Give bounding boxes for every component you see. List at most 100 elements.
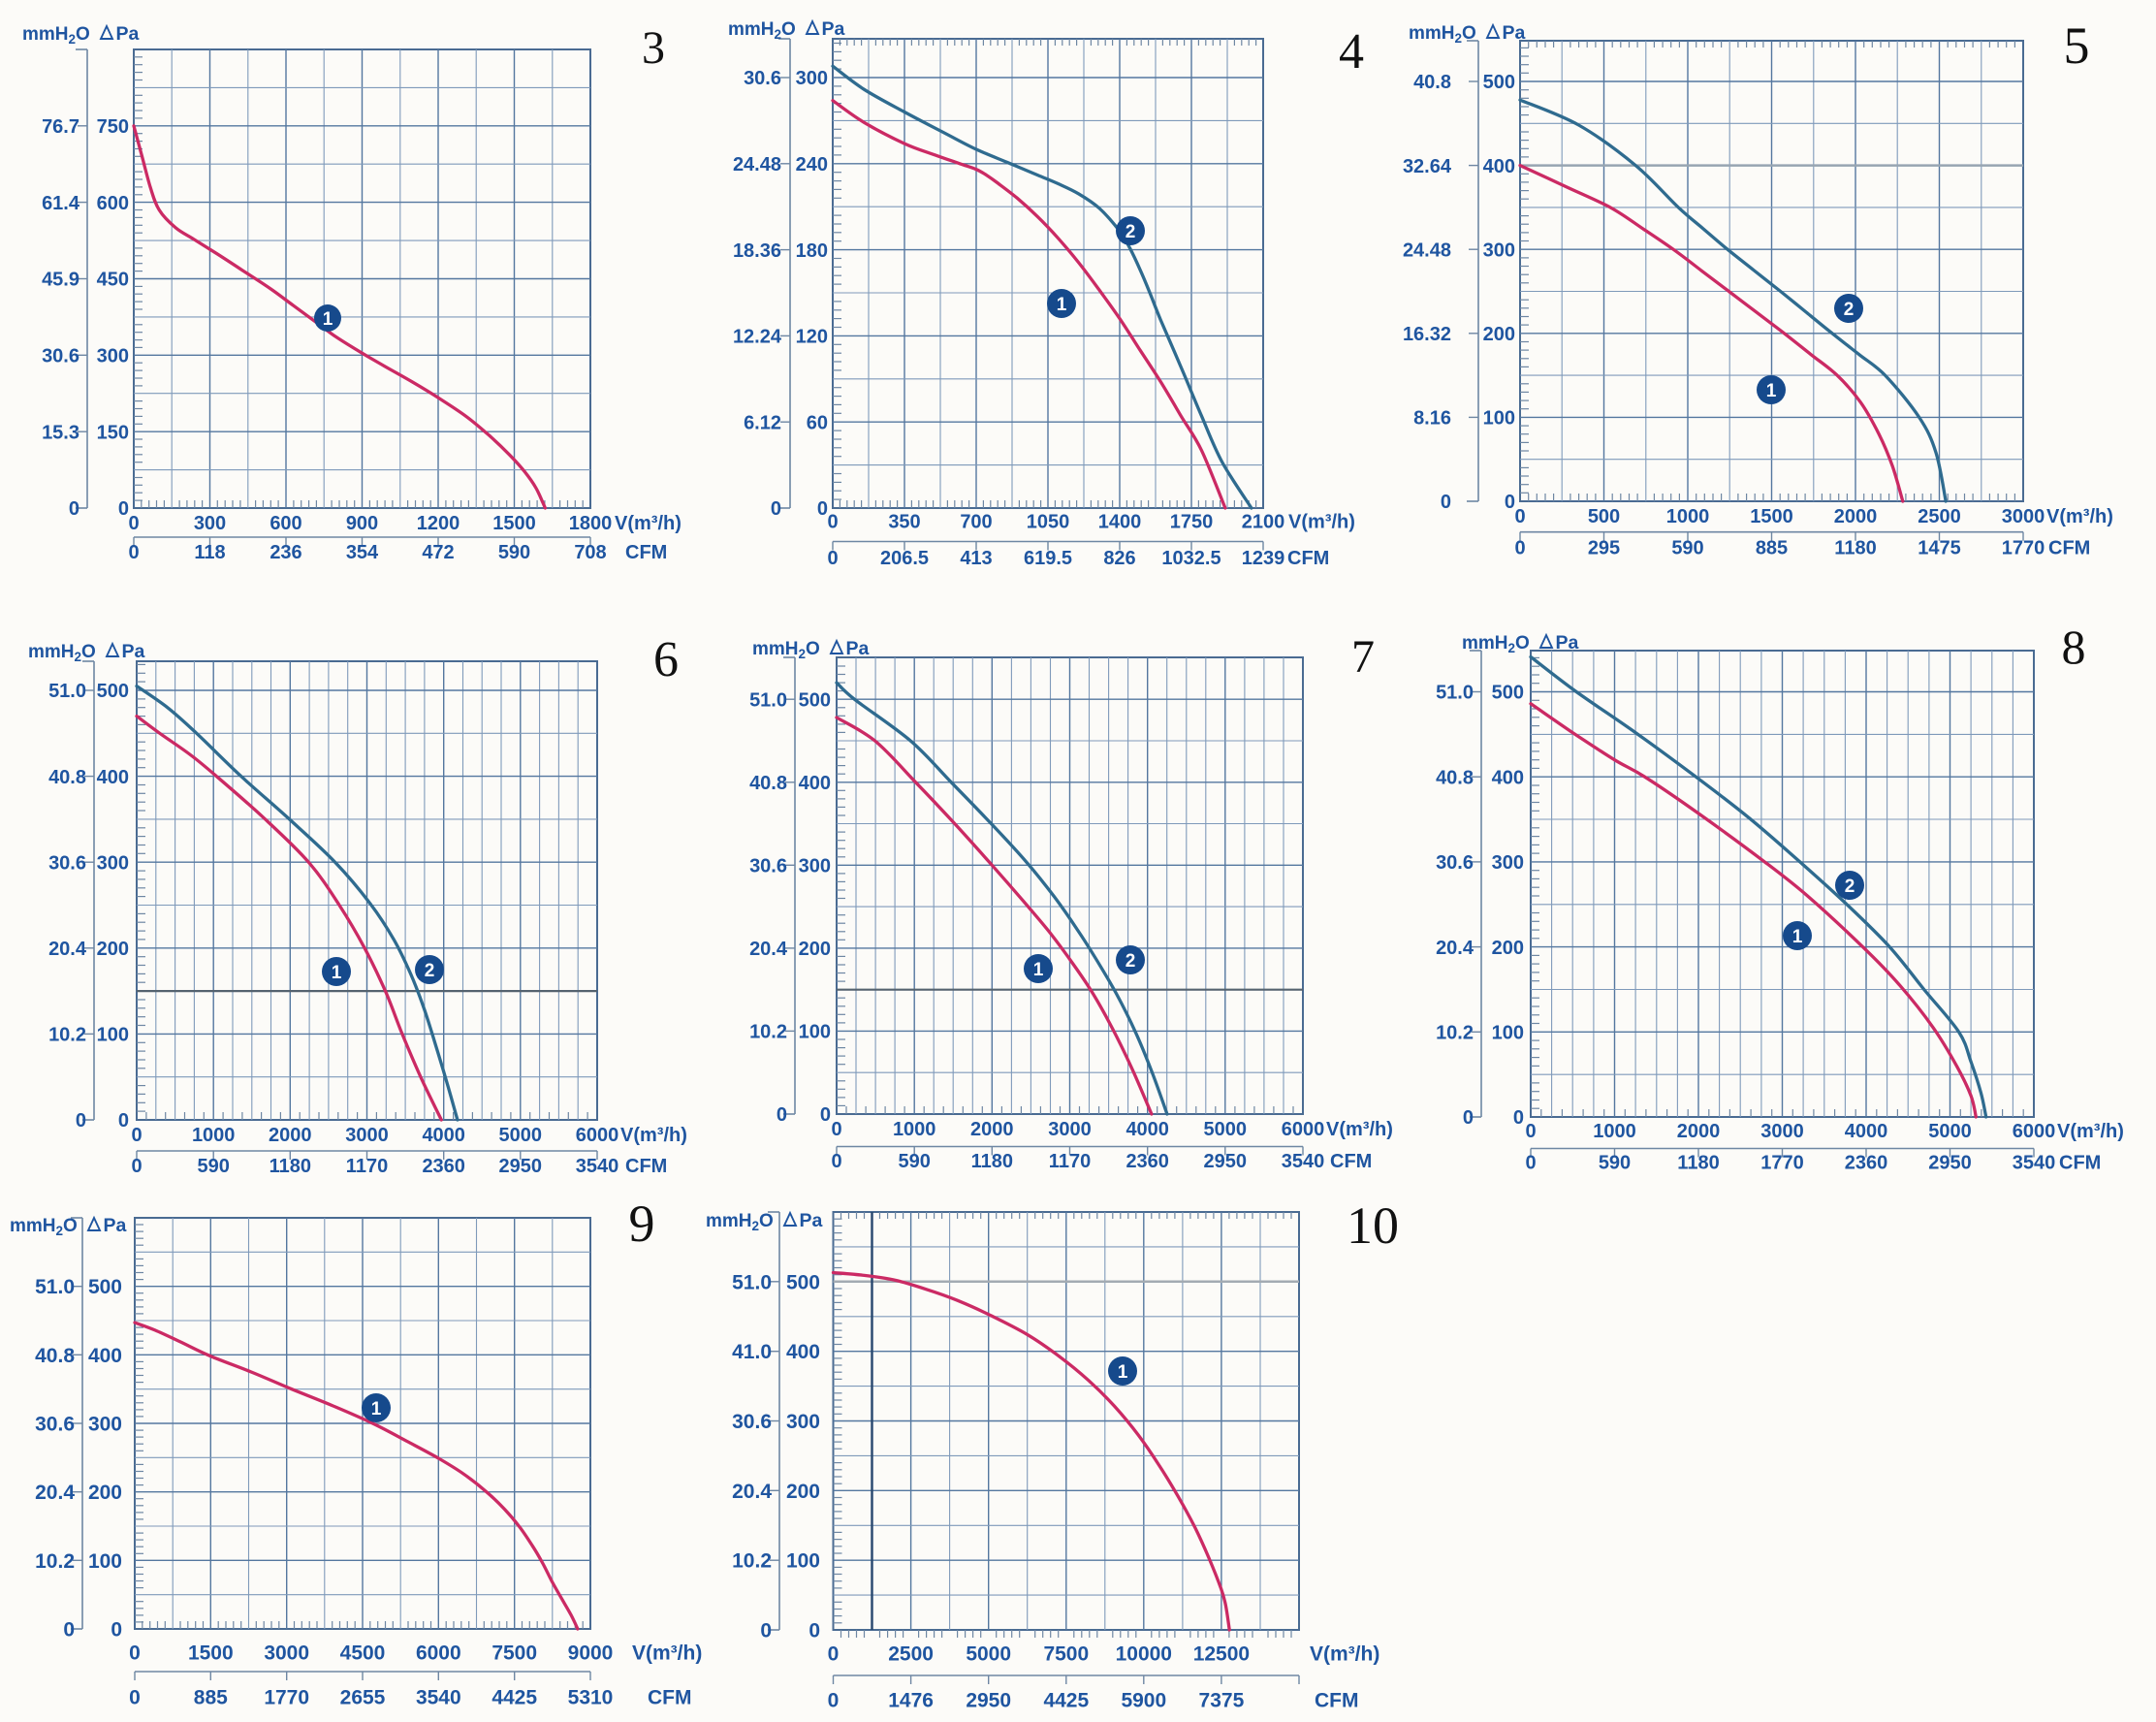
svg-text:400: 400 bbox=[1483, 156, 1515, 177]
svg-text:0: 0 bbox=[1525, 1121, 1536, 1142]
svg-text:590: 590 bbox=[1599, 1153, 1631, 1174]
svg-text:1: 1 bbox=[323, 309, 333, 330]
svg-text:3540: 3540 bbox=[1282, 1151, 1325, 1172]
svg-text:30.6: 30.6 bbox=[749, 856, 787, 877]
svg-text:0: 0 bbox=[760, 1620, 772, 1642]
svg-text:200: 200 bbox=[88, 1482, 122, 1504]
svg-text:20.4: 20.4 bbox=[48, 939, 87, 960]
svg-text:7375: 7375 bbox=[1199, 1690, 1245, 1712]
svg-text:750: 750 bbox=[97, 116, 129, 138]
svg-text:30.6: 30.6 bbox=[732, 1411, 772, 1433]
svg-text:0: 0 bbox=[771, 498, 781, 520]
svg-text:300: 300 bbox=[88, 1414, 122, 1436]
svg-text:V(m³/h): V(m³/h) bbox=[2057, 1121, 2124, 1142]
svg-text:2950: 2950 bbox=[1928, 1153, 1972, 1174]
svg-text:350: 350 bbox=[888, 512, 920, 533]
svg-text:5310: 5310 bbox=[568, 1687, 614, 1709]
svg-text:2: 2 bbox=[1845, 877, 1855, 897]
svg-text:6000: 6000 bbox=[416, 1642, 461, 1665]
svg-text:1170: 1170 bbox=[346, 1156, 388, 1177]
svg-text:6000: 6000 bbox=[1282, 1119, 1325, 1140]
svg-text:0: 0 bbox=[131, 1156, 142, 1177]
svg-text:Pa: Pa bbox=[800, 1210, 823, 1231]
svg-text:mmH2O: mmH2O bbox=[10, 1216, 78, 1238]
svg-text:mmH2O: mmH2O bbox=[752, 639, 820, 661]
svg-text:CFM: CFM bbox=[1287, 548, 1329, 569]
svg-text:590: 590 bbox=[899, 1151, 931, 1172]
svg-text:100: 100 bbox=[97, 1025, 129, 1046]
svg-text:3000: 3000 bbox=[1760, 1121, 1804, 1142]
svg-text:mmH2O: mmH2O bbox=[1462, 633, 1530, 655]
svg-text:500: 500 bbox=[97, 681, 129, 702]
svg-text:708: 708 bbox=[574, 542, 606, 563]
svg-text:885: 885 bbox=[194, 1687, 228, 1709]
svg-text:2500: 2500 bbox=[888, 1643, 934, 1666]
svg-text:V(m³/h): V(m³/h) bbox=[2046, 506, 2113, 527]
svg-text:Pa: Pa bbox=[822, 18, 845, 40]
svg-text:100: 100 bbox=[88, 1550, 122, 1573]
svg-text:826: 826 bbox=[1103, 548, 1135, 569]
svg-text:0: 0 bbox=[76, 1110, 86, 1132]
svg-text:0: 0 bbox=[129, 1642, 141, 1665]
svg-text:2950: 2950 bbox=[1204, 1151, 1248, 1172]
svg-text:40.8: 40.8 bbox=[1413, 72, 1451, 93]
svg-text:45.9: 45.9 bbox=[42, 270, 79, 291]
svg-text:4425: 4425 bbox=[491, 1687, 537, 1709]
svg-text:2000: 2000 bbox=[1834, 506, 1878, 527]
svg-text:40.8: 40.8 bbox=[1436, 767, 1474, 788]
svg-text:60: 60 bbox=[807, 412, 828, 433]
svg-text:0: 0 bbox=[1514, 538, 1525, 559]
svg-text:30.6: 30.6 bbox=[35, 1414, 75, 1436]
svg-text:150: 150 bbox=[97, 422, 129, 443]
svg-text:300: 300 bbox=[194, 513, 226, 534]
svg-text:51.0: 51.0 bbox=[732, 1271, 772, 1293]
svg-text:20.4: 20.4 bbox=[732, 1481, 772, 1503]
svg-text:2: 2 bbox=[1126, 951, 1136, 972]
svg-text:885: 885 bbox=[1756, 538, 1788, 559]
svg-text:3000: 3000 bbox=[2002, 506, 2045, 527]
svg-text:1800: 1800 bbox=[569, 513, 613, 534]
svg-text:1770: 1770 bbox=[264, 1687, 309, 1709]
svg-text:40.8: 40.8 bbox=[35, 1345, 75, 1367]
svg-text:51.0: 51.0 bbox=[48, 681, 86, 702]
svg-text:0: 0 bbox=[831, 1119, 841, 1140]
svg-text:1400: 1400 bbox=[1098, 512, 1142, 533]
svg-text:100: 100 bbox=[1492, 1023, 1524, 1044]
svg-text:15.3: 15.3 bbox=[42, 422, 79, 443]
svg-text:V(m³/h): V(m³/h) bbox=[1310, 1643, 1379, 1666]
svg-text:CFM: CFM bbox=[2048, 538, 2090, 559]
svg-text:30.6: 30.6 bbox=[48, 852, 86, 874]
svg-text:1500: 1500 bbox=[188, 1642, 234, 1665]
svg-text:1770: 1770 bbox=[1760, 1153, 1804, 1174]
svg-text:6000: 6000 bbox=[2013, 1121, 2056, 1142]
svg-text:10.2: 10.2 bbox=[48, 1025, 86, 1046]
svg-text:0: 0 bbox=[831, 1151, 841, 1172]
svg-text:30.6: 30.6 bbox=[42, 346, 79, 367]
svg-text:0: 0 bbox=[817, 498, 828, 520]
svg-text:206.5: 206.5 bbox=[880, 548, 929, 569]
svg-text:Pa: Pa bbox=[1556, 632, 1579, 654]
svg-text:Pa: Pa bbox=[846, 638, 870, 659]
svg-text:3540: 3540 bbox=[576, 1156, 619, 1177]
svg-text:1000: 1000 bbox=[192, 1125, 236, 1146]
svg-text:500: 500 bbox=[799, 689, 831, 711]
svg-text:CFM: CFM bbox=[625, 1156, 667, 1177]
svg-text:20.4: 20.4 bbox=[1436, 938, 1474, 959]
svg-text:24.48: 24.48 bbox=[733, 154, 781, 175]
svg-text:500: 500 bbox=[786, 1271, 820, 1293]
svg-text:1000: 1000 bbox=[1666, 506, 1710, 527]
svg-text:2100: 2100 bbox=[1242, 512, 1285, 533]
svg-text:0: 0 bbox=[828, 1690, 840, 1712]
svg-text:5000: 5000 bbox=[966, 1643, 1011, 1666]
svg-text:0: 0 bbox=[1505, 492, 1515, 513]
svg-text:500: 500 bbox=[88, 1276, 122, 1298]
svg-text:1180: 1180 bbox=[270, 1156, 311, 1177]
svg-text:6000: 6000 bbox=[576, 1125, 619, 1146]
svg-text:300: 300 bbox=[786, 1411, 820, 1433]
svg-text:236: 236 bbox=[270, 542, 301, 563]
svg-text:0: 0 bbox=[827, 512, 838, 533]
svg-text:4000: 4000 bbox=[422, 1125, 465, 1146]
svg-text:CFM: CFM bbox=[1315, 1690, 1359, 1712]
svg-text:0: 0 bbox=[828, 1643, 840, 1666]
svg-text:7500: 7500 bbox=[491, 1642, 537, 1665]
